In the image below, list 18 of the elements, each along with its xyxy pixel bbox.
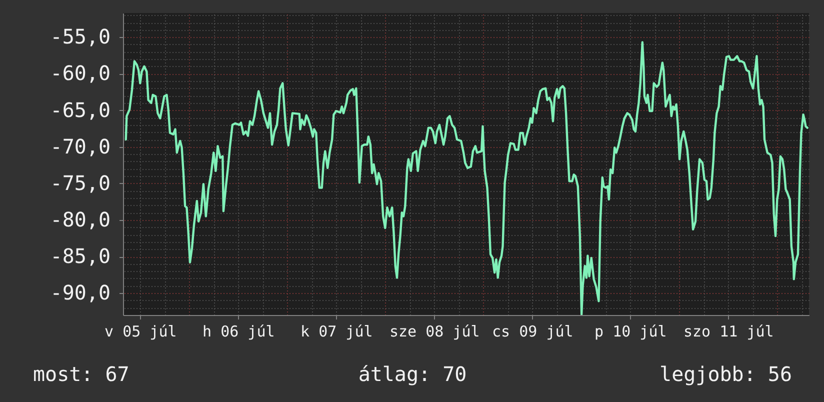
y-tick-label: -90,0 xyxy=(50,280,110,305)
y-tick-label: -70,0 xyxy=(50,134,110,158)
text: átlag: 70 xyxy=(358,362,467,386)
y-tick-label: -60,0 xyxy=(50,61,110,86)
x-tick-label: v 05 júl xyxy=(104,322,177,340)
y-tick-label: -80,0 xyxy=(50,207,110,232)
x-tick-label: k 07 júl xyxy=(300,322,373,340)
text: legjobb: 56 xyxy=(660,362,792,386)
x-tick-label: h 06 júl xyxy=(202,322,275,340)
x-tick-label: cs 09 júl xyxy=(492,322,574,340)
x-tick-label: p 10 júl xyxy=(594,322,667,340)
y-tick-label: -85,0 xyxy=(50,244,110,268)
text: most: 67 xyxy=(33,362,130,386)
y-tick-label: -75,0 xyxy=(50,170,110,195)
y-tick-label: -65,0 xyxy=(50,98,110,122)
x-tick-label: szo 11 júl xyxy=(683,322,774,340)
x-tick-label: sze 08 júl xyxy=(389,322,480,340)
y-tick-label: -55,0 xyxy=(50,24,110,49)
